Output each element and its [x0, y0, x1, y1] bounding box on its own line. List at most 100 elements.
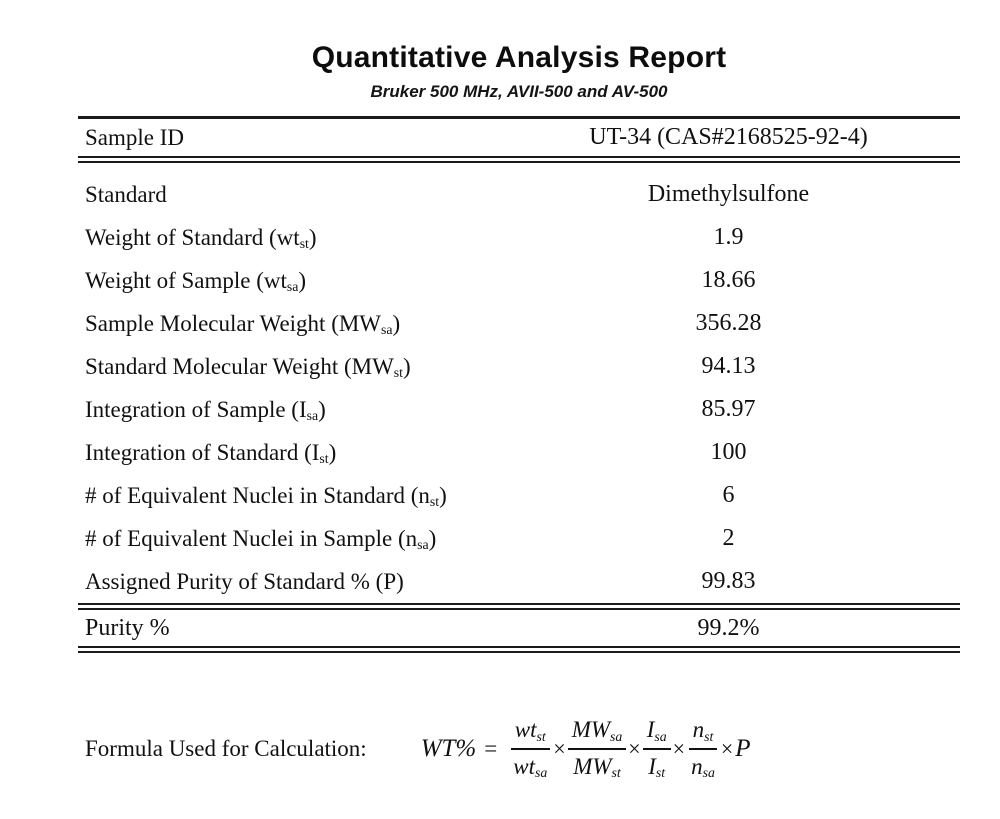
row-label: Integration of Standard (Ist)	[78, 440, 497, 466]
row-label: Standard	[78, 182, 497, 208]
row-label-text: Assigned Purity of Standard % (P)	[85, 568, 404, 594]
table-row-nuclei-standard: # of Equivalent Nuclei in Standard (nst)…	[78, 474, 960, 517]
row-label-suffix: )	[308, 224, 317, 250]
purity-label: Purity %	[85, 614, 170, 641]
row-value: 6	[722, 482, 735, 508]
row-label: # of Equivalent Nuclei in Standard (nst)	[78, 483, 497, 509]
fraction-numerator: Isa	[642, 715, 671, 750]
table-row-assigned-purity: Assigned Purity of Standard % (P) 99.83	[78, 560, 960, 603]
row-label-subscript: st	[393, 364, 403, 380]
header-divider-rule	[78, 156, 960, 163]
row-label-text: Standard	[85, 181, 167, 207]
row-label-suffix: )	[328, 439, 337, 465]
math-subscript: sa	[610, 728, 623, 744]
row-value: 85.97	[701, 396, 756, 422]
math-subscript: st	[611, 765, 621, 781]
math-subscript: sa	[534, 765, 548, 781]
fraction-denominator: MWst	[569, 750, 625, 783]
row-value: 2	[722, 525, 735, 551]
fraction-numerator: nst	[688, 715, 718, 750]
row-label-text: Integration of Sample (I	[85, 396, 307, 422]
fraction-numerator: wtst	[510, 715, 550, 750]
row-value: Dimethylsulfone	[647, 181, 810, 207]
fraction-nuclei: nst nsa	[687, 715, 719, 783]
multiplication-sign: ×	[553, 736, 566, 761]
fraction-denominator: wtsa	[509, 750, 551, 783]
math-symbol: MW	[573, 754, 612, 779]
fraction-numerator: MWsa	[567, 715, 627, 750]
report-table: Standard Dimethylsulfone Weight of Stand…	[78, 163, 960, 603]
row-label-subscript: sa	[286, 278, 299, 294]
row-label-text: Standard Molecular Weight (MW	[85, 353, 394, 379]
row-label-suffix: )	[403, 353, 411, 379]
math-symbol: I	[648, 754, 656, 779]
report-document: Quantitative Analysis Report Bruker 500 …	[78, 0, 960, 795]
formula-section: Formula Used for Calculation: WT% = wtst…	[78, 703, 960, 795]
row-label-text: # of Equivalent Nuclei in Sample (n	[85, 525, 418, 551]
math-subscript: sa	[654, 728, 667, 744]
table-row-weight-standard: Weight of Standard (wtst) 1.9	[78, 216, 960, 259]
fraction-denominator: nsa	[687, 750, 719, 783]
math-symbol: n	[692, 717, 705, 743]
row-label-subscript: st	[299, 235, 309, 251]
row-label-suffix: )	[318, 396, 326, 422]
row-value: 99.83	[701, 568, 756, 594]
math-symbol: wt	[513, 754, 535, 779]
table-row-sample-mw: Sample Molecular Weight (MWsa) 356.28	[78, 302, 960, 345]
math-symbol: wt	[514, 717, 537, 743]
math-subscript: st	[704, 728, 714, 744]
table-row-integration-sample: Integration of Sample (Isa) 85.97	[78, 388, 960, 431]
table-row-standard: Standard Dimethylsulfone	[78, 173, 960, 216]
row-label-text: # of Equivalent Nuclei in Standard (n	[85, 482, 430, 508]
math-symbol: n	[691, 754, 703, 779]
purity-value: 99.2%	[697, 614, 760, 641]
row-label: # of Equivalent Nuclei in Sample (nsa)	[78, 526, 497, 552]
math-subscript: st	[655, 765, 666, 781]
math-symbol: I	[646, 717, 655, 743]
row-label-subscript: sa	[417, 536, 429, 552]
row-label: Assigned Purity of Standard % (P)	[78, 569, 497, 595]
table-top-rule	[78, 116, 960, 119]
multiplication-sign: ×	[672, 736, 686, 761]
row-label-text: Sample Molecular Weight (MW	[85, 310, 382, 336]
table-bottom-rule	[78, 646, 960, 653]
row-label-subscript: st	[319, 450, 329, 466]
row-label: Sample Molecular Weight (MWsa)	[78, 311, 497, 337]
sample-id-row: Sample ID UT-34 (CAS#2168525-92-4)	[78, 119, 960, 156]
row-label: Standard Molecular Weight (MWst)	[78, 354, 497, 380]
page-title: Quantitative Analysis Report	[311, 41, 727, 74]
table-row-integration-standard: Integration of Standard (Ist) 100	[78, 431, 960, 474]
formula-label: Formula Used for Calculation:	[85, 736, 367, 761]
row-label-suffix: )	[298, 267, 307, 293]
row-label: Weight of Sample (wtsa)	[78, 268, 497, 294]
sample-id-value: UT-34 (CAS#2168525-92-4)	[589, 124, 868, 150]
title-block: Quantitative Analysis Report Bruker 500 …	[78, 40, 960, 102]
row-label-suffix: )	[428, 525, 437, 551]
equals-sign: =	[484, 736, 498, 761]
row-value: 1.9	[713, 224, 744, 250]
fraction-denominator: Ist	[644, 750, 669, 783]
fraction-weight: wtst wtsa	[509, 715, 551, 783]
row-value: 100	[710, 439, 747, 465]
purity-result-row: Purity % 99.2%	[78, 610, 960, 646]
row-value: 356.28	[695, 310, 762, 336]
multiplication-sign: ×	[628, 736, 641, 761]
table-row-weight-sample: Weight of Sample (wtsa) 18.66	[78, 259, 960, 302]
row-value: 94.13	[701, 353, 756, 379]
row-label: Weight of Standard (wtst)	[78, 225, 497, 251]
row-label-subscript: st	[429, 493, 440, 509]
math-subscript: st	[536, 728, 546, 744]
fraction-integration: Isa Ist	[642, 715, 671, 783]
row-label-text: Weight of Standard (wt	[85, 224, 300, 250]
row-label-text: Weight of Sample (wt	[85, 267, 287, 293]
row-label-text: Integration of Standard (I	[85, 439, 320, 465]
row-label-suffix: )	[392, 310, 401, 336]
sample-id-label: Sample ID	[85, 124, 185, 150]
table-row-standard-mw: Standard Molecular Weight (MWst) 94.13	[78, 345, 960, 388]
math-symbol: MW	[571, 717, 611, 743]
formula-equation: WT% = wtst wtsa × MWsa MWst × Isa Ist × …	[421, 715, 751, 783]
math-subscript: sa	[702, 765, 715, 781]
row-value: 18.66	[701, 267, 756, 293]
purity-factor-term: P	[735, 735, 751, 762]
formula-lhs: WT%	[420, 735, 477, 762]
